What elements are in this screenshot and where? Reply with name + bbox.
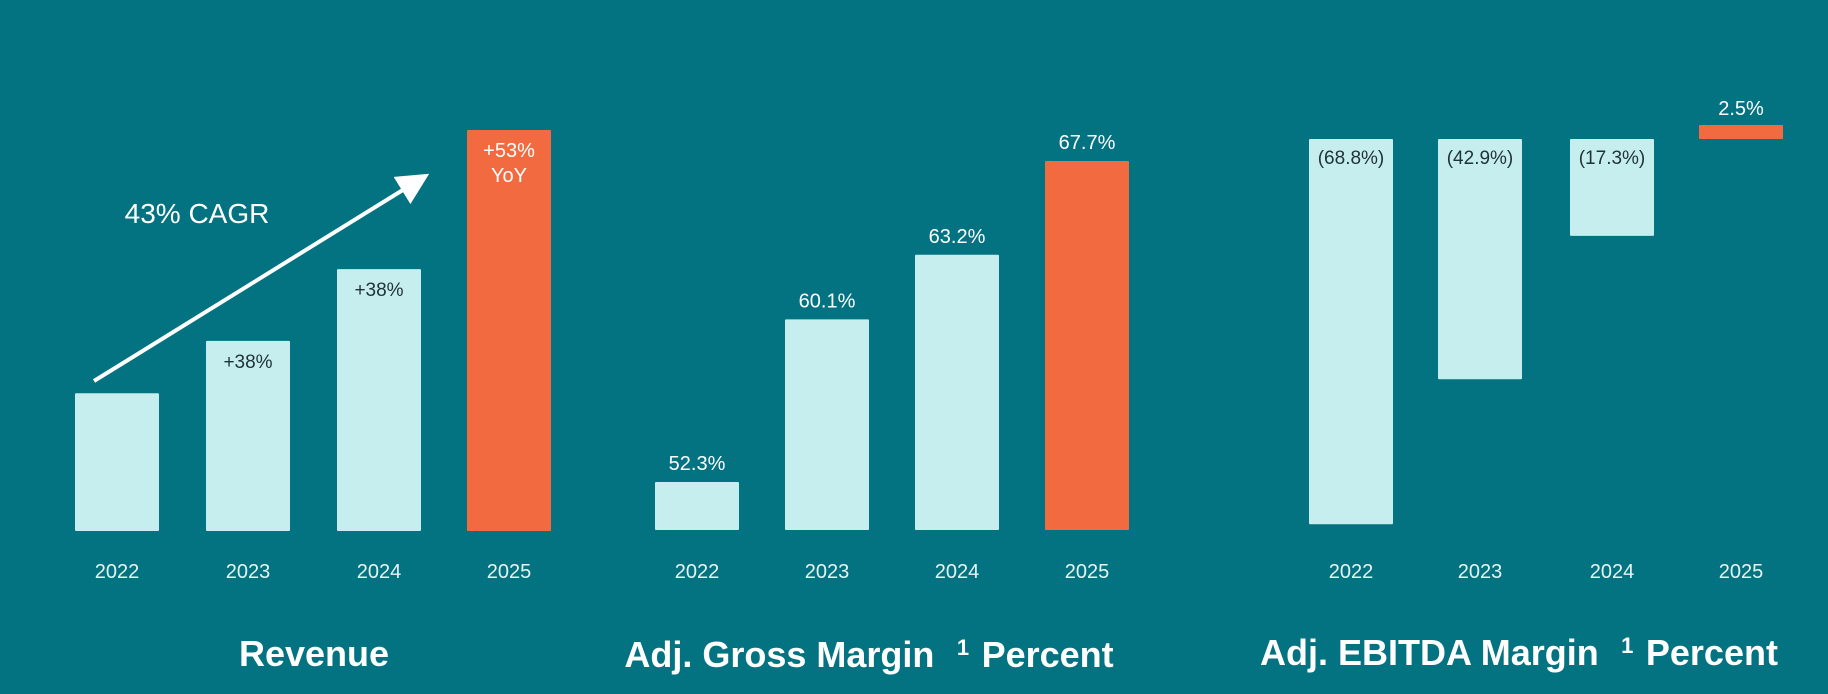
cagr-annotation: 43% CAGR (125, 198, 270, 229)
bar-2022 (655, 482, 739, 530)
ebitda-margin-data-labels: (68.8%) (42.9%) (17.3%) 2.5% (1318, 98, 1764, 169)
x-tick-label: 2022 (95, 561, 140, 583)
x-tick-label: 2024 (935, 561, 980, 583)
ebitda-margin-title-suffix: Percent (1646, 632, 1778, 673)
revenue-data-labels: +38% +38% +53% YoY (223, 140, 535, 373)
bar-2025 (467, 129, 551, 531)
cagr-arrow (92, 173, 430, 383)
x-tick-label: 2022 (1329, 561, 1374, 583)
bar-2024 (337, 269, 421, 531)
ebitda-margin-chart: (68.8%) (42.9%) (17.3%)2.5% 2022 2023 2024 20… (1260, 98, 1783, 673)
data-label: 63.2% (929, 226, 986, 248)
data-label: (68.8%) (1318, 148, 1385, 169)
gross-margin-title-main: Adj. Gross Margin (624, 634, 934, 675)
bar-2025 (1699, 125, 1783, 139)
gross-margin-chart: 52.3% 60.1% 63.2% 67.7% 2022 2023 2024 2025 Ad… (624, 132, 1129, 675)
gross-margin-footnote-marker: 1 (957, 635, 969, 660)
x-tick-label: 2025 (1065, 561, 1110, 583)
ebitda-margin-footnote-marker: 1 (1621, 633, 1633, 658)
revenue-x-axis: 2022 2023 2024 2025 (95, 561, 532, 583)
ebitda-margin-chart-title: Adj. EBITDA Margin 1 Percent (1260, 632, 1778, 673)
ebitda-margin-x-axis: 2022 2023 2024 2025 (1329, 561, 1764, 583)
gross-margin-chart-title: Adj. Gross Margin 1 Percent (624, 634, 1113, 675)
x-tick-label: 2025 (1719, 561, 1764, 583)
bar-2024 (915, 254, 999, 530)
data-label: 2.5% (1718, 98, 1764, 120)
x-tick-label: 2024 (1590, 561, 1635, 583)
data-label: YoY (491, 165, 527, 187)
data-label: (17.3%) (1579, 148, 1646, 169)
bar-2022 (75, 393, 159, 531)
x-tick-label: 2023 (226, 561, 271, 583)
bar-2025 (1045, 160, 1129, 530)
ebitda-margin-title-main: Adj. EBITDA Margin (1260, 632, 1599, 673)
x-tick-label: 2024 (357, 561, 402, 583)
gross-margin-title-suffix: Percent (982, 634, 1114, 675)
data-label: +38% (223, 352, 272, 373)
data-label: 60.1% (799, 290, 856, 312)
bar-2022 (1309, 139, 1393, 525)
gross-margin-bars (655, 160, 1129, 530)
bar-2024 (1570, 139, 1654, 236)
data-label: +38% (354, 280, 403, 301)
revenue-chart-title: Revenue (239, 633, 389, 674)
data-label: (42.9%) (1447, 148, 1514, 169)
data-label: 67.7% (1059, 132, 1116, 154)
data-label: +53% (483, 140, 535, 162)
revenue-bars (75, 129, 551, 531)
bar-2023 (206, 340, 290, 531)
revenue-chart: +38% +38% +53% YoY 2022 2023 2024 2025 43% CAG… (75, 129, 551, 674)
ebitda-margin-bars (1309, 125, 1783, 525)
x-tick-label: 2022 (675, 561, 720, 583)
x-tick-label: 2023 (805, 561, 850, 583)
x-tick-label: 2025 (487, 561, 532, 583)
data-label: 52.3% (669, 453, 726, 475)
bar-2023 (785, 319, 869, 530)
gross-margin-x-axis: 2022 2023 2024 2025 (675, 561, 1110, 583)
bar-2023 (1438, 139, 1522, 380)
x-tick-label: 2023 (1458, 561, 1503, 583)
gross-margin-data-labels: 52.3% 60.1% 63.2% 67.7% (669, 132, 1116, 475)
